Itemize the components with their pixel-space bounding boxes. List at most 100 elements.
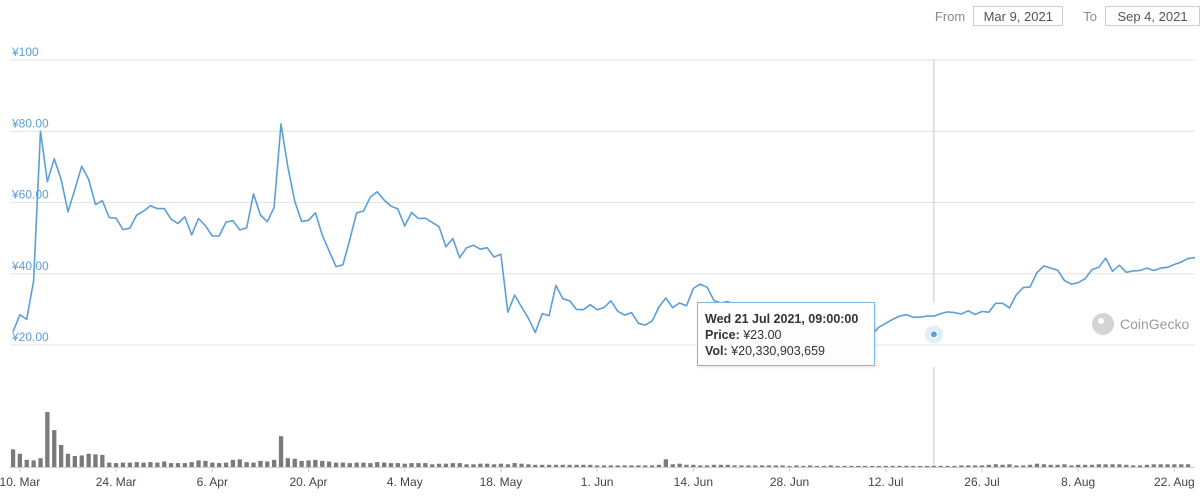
- volume-bar: [1021, 465, 1026, 467]
- y-tick-label: ¥80.00: [11, 116, 49, 130]
- volume-bar: [849, 465, 854, 467]
- volume-bar: [835, 465, 840, 467]
- volume-bar: [1144, 464, 1150, 467]
- volume-bar: [869, 465, 875, 467]
- volume-bar: [526, 464, 531, 468]
- volume-bar: [801, 465, 806, 467]
- volume-bar: [1117, 464, 1122, 468]
- volume-bar: [478, 463, 483, 467]
- volume-bar: [890, 465, 895, 467]
- volume-bar: [1062, 464, 1067, 468]
- from-date-input[interactable]: Mar 9, 2021: [973, 6, 1064, 26]
- hover-point: [929, 330, 938, 339]
- volume-bar: [904, 465, 909, 467]
- volume-bar: [924, 465, 930, 467]
- volume-bar: [313, 459, 318, 468]
- volume-bar: [952, 465, 957, 467]
- volume-bar: [285, 458, 290, 467]
- volume-bar: [340, 462, 345, 467]
- volume-bar: [595, 465, 600, 467]
- volume-bar: [382, 462, 387, 467]
- volume-bar: [196, 460, 201, 467]
- tooltip-vol-value: ¥20,330,903,659: [731, 344, 826, 358]
- x-tick-label: 20. Apr: [289, 475, 327, 489]
- volume-bar: [1014, 465, 1019, 467]
- x-tick-label: 28. Jun: [770, 475, 809, 489]
- volume-bar: [766, 465, 772, 467]
- from-label: From: [934, 8, 966, 24]
- volume-bar: [828, 465, 833, 467]
- volume-bar: [24, 459, 29, 468]
- volume-bar: [17, 453, 22, 467]
- volume-bar: [402, 463, 407, 467]
- volume-bar: [1158, 464, 1163, 468]
- volume-bar: [1055, 464, 1060, 467]
- volume-bar: [278, 436, 284, 467]
- x-tick-label: 22. Aug: [1154, 475, 1195, 489]
- x-tick-label: 12. Jul: [868, 475, 903, 489]
- volume-bar: [368, 463, 373, 467]
- tooltip-vol-label: Vol:: [705, 344, 728, 358]
- volume-bar: [31, 460, 36, 467]
- volume-bar: [1103, 464, 1108, 468]
- volume-bar: [986, 464, 991, 467]
- volume-bar: [574, 464, 579, 467]
- volume-bar: [65, 453, 71, 467]
- volume-bar: [450, 463, 455, 467]
- volume-bar: [244, 462, 249, 468]
- volume-bar: [897, 465, 902, 467]
- tooltip-price-label: Price:: [705, 328, 740, 342]
- volume-bar: [93, 454, 98, 468]
- volume-bar: [842, 465, 847, 467]
- volume-bar: [505, 464, 510, 468]
- volume-bar: [533, 464, 538, 467]
- volume-bar: [1041, 464, 1046, 468]
- volume-bar: [911, 465, 916, 467]
- volume-bar: [677, 463, 682, 467]
- volume-bar: [629, 465, 634, 467]
- volume-bar: [306, 460, 311, 467]
- volume-bar: [203, 460, 208, 467]
- volume-bar: [1076, 464, 1081, 467]
- volume-bar: [979, 465, 985, 467]
- volume-bar: [794, 465, 799, 467]
- volume-bar: [38, 458, 43, 467]
- x-tick-label: 4. May: [387, 475, 423, 489]
- volume-bar: [773, 465, 778, 467]
- volume-bar: [409, 463, 414, 467]
- volume-bar: [581, 464, 586, 467]
- gecko-logo-icon: [1092, 313, 1114, 335]
- volume-bar: [973, 465, 978, 467]
- volume-bar: [567, 464, 572, 467]
- volume-bar: [251, 462, 256, 467]
- volume-bar: [856, 465, 861, 467]
- volume-bar: [148, 462, 153, 468]
- volume-bar: [127, 462, 132, 467]
- volume-bar: [354, 462, 359, 467]
- volume-bar: [1124, 464, 1129, 467]
- volume-bar: [1007, 464, 1012, 468]
- volume-bar: [265, 461, 270, 467]
- volume-bar: [52, 430, 57, 467]
- volume-bar: [670, 464, 675, 468]
- volume-bar: [59, 445, 64, 467]
- volume-bar: [10, 449, 16, 467]
- x-tick-label: 10. Mar: [0, 475, 40, 489]
- volume-bar: [780, 465, 785, 467]
- tooltip-price-row: Price: ¥23.00: [705, 327, 867, 343]
- volume-bar: [320, 460, 325, 467]
- volume-bar: [863, 465, 868, 467]
- volume-bar: [86, 453, 91, 467]
- volume-bar: [155, 462, 160, 467]
- volume-bar: [189, 462, 194, 468]
- x-tick-label: 8. Aug: [1061, 475, 1095, 489]
- volume-bar: [237, 459, 242, 467]
- volume-bar: [615, 465, 620, 467]
- x-tick-label: 18. May: [480, 475, 523, 489]
- volume-bar: [141, 462, 146, 467]
- volume-bar: [1151, 464, 1156, 468]
- volume-bar: [361, 462, 366, 467]
- volume-bar: [333, 462, 339, 467]
- volume-bar: [546, 464, 552, 467]
